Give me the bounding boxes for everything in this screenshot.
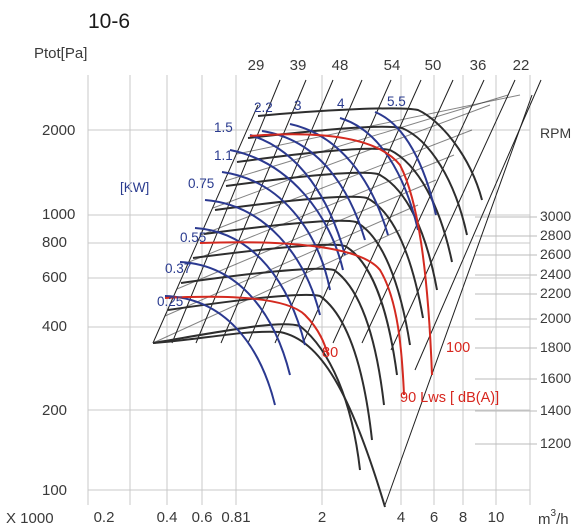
sound-curve	[249, 133, 433, 376]
system-line	[414, 79, 542, 371]
power-curve	[374, 111, 437, 216]
x-unit-tail: /h	[556, 511, 569, 528]
rpm-curve	[180, 267, 385, 406]
labels-layer: 100 200 400 600 800 1000 2000 0.2 0.4 0.6 0.81 2 4 6 8…	[42, 57, 571, 526]
power-value-label: 0.75	[188, 176, 214, 191]
y-tick-label: 800	[42, 234, 67, 251]
system-line	[332, 79, 454, 344]
ladder-line	[152, 229, 401, 344]
top-tick-label: 36	[470, 57, 487, 74]
top-tick-label: 54	[384, 57, 401, 74]
power-value-label: 0.37	[165, 261, 191, 276]
top-tick-label: 22	[513, 57, 530, 74]
rpm-curve	[167, 293, 373, 441]
rpm-curve	[203, 219, 411, 346]
ladder-line	[188, 154, 455, 263]
system-line	[247, 79, 363, 344]
power-curve	[289, 123, 389, 236]
rpm-value-label: 1200	[540, 435, 571, 451]
x-tick-label: 0.81	[221, 509, 250, 526]
x-tick-label: 4	[397, 509, 405, 526]
sound-curve	[199, 241, 405, 396]
power-value-label: 5.5	[387, 94, 406, 109]
x-tick-label: 10	[488, 509, 505, 526]
sound-curve	[164, 295, 329, 356]
ladder-line	[236, 94, 521, 155]
power-curve	[261, 130, 366, 241]
skew-grid-layer	[152, 79, 542, 506]
rpm-value-label: 2000	[540, 310, 571, 326]
power-curve	[204, 199, 321, 316]
power-axis-label: [KW]	[120, 180, 149, 195]
chart-right-edge	[384, 94, 533, 506]
power-value-label: 0.25	[157, 294, 183, 309]
rpm-value-label: 2400	[540, 266, 571, 282]
power-curve	[221, 171, 331, 291]
power-value-label: 2.2	[254, 100, 273, 115]
system-line	[361, 79, 485, 344]
x-tick-label: 6	[430, 509, 438, 526]
x-unit-label: m3/h	[538, 508, 569, 528]
power-curve	[164, 295, 276, 406]
power-curve	[249, 134, 346, 256]
rpm-value-label: 3000	[540, 208, 571, 224]
x-tick-label: 2	[318, 509, 326, 526]
x-unit-base: m	[538, 511, 551, 528]
rpm-value-label: 1400	[540, 402, 571, 418]
top-tick-label: 29	[248, 57, 265, 74]
power-curve	[339, 117, 419, 231]
ladder-line	[212, 104, 491, 209]
sound-curves	[164, 133, 433, 396]
rpm-curve	[236, 147, 453, 263]
rpm-value-label: 2600	[540, 246, 571, 262]
sound-value-label: 90 Lws [ dB(A)]	[400, 390, 499, 406]
system-line	[390, 79, 516, 351]
x-multiplier-label: X 1000	[6, 510, 54, 527]
sound-value-label: 100	[446, 340, 470, 356]
rpm-value-label: 2200	[540, 285, 571, 301]
power-value-label: 4	[337, 96, 345, 111]
top-tick-label: 39	[290, 57, 307, 74]
chart-title: 10-6	[88, 10, 130, 33]
power-curve	[179, 261, 291, 376]
sound-value-label: 80	[322, 345, 338, 361]
system-line	[220, 79, 334, 344]
rpm-axis-label: RPM	[540, 125, 571, 141]
rpm-curve	[257, 107, 483, 201]
power-value-label: 1.1	[214, 148, 233, 163]
system-line	[195, 79, 307, 344]
grid-layer	[87, 75, 537, 505]
ladder-line	[200, 129, 473, 236]
x-tick-label: 0.2	[94, 509, 115, 526]
y-axis-label: Ptot[Pa]	[34, 45, 87, 62]
y-tick-label: 1000	[42, 206, 75, 223]
rpm-curve	[214, 195, 424, 319]
rpm-curve	[192, 243, 398, 376]
ladder-line	[176, 179, 437, 290]
y-tick-label: 200	[42, 402, 67, 419]
x-tick-label: 0.4	[157, 509, 178, 526]
x-unit-sup: 3	[551, 508, 557, 519]
power-value-label: 1.5	[214, 120, 233, 135]
x-tick-label: 8	[459, 509, 467, 526]
y-tick-label: 400	[42, 318, 67, 335]
y-tick-label: 2000	[42, 122, 75, 139]
rpm-value-label: 1800	[540, 339, 571, 355]
y-tick-label: 600	[42, 269, 67, 286]
y-tick-label: 100	[42, 482, 67, 499]
top-tick-label: 48	[332, 57, 349, 74]
chart-left-edge	[152, 104, 259, 344]
rpm-boundary-curve	[152, 330, 386, 508]
x-tick-label: 0.6	[192, 509, 213, 526]
rpm-value-label: 1600	[540, 370, 571, 386]
power-value-label: 0.55	[180, 230, 206, 245]
top-tick-label: 50	[425, 57, 442, 74]
rpm-value-label: 2800	[540, 227, 571, 243]
power-curve	[194, 227, 306, 346]
system-line	[274, 79, 392, 344]
rpm-curve	[247, 125, 468, 236]
power-value-label: 3	[294, 98, 302, 113]
